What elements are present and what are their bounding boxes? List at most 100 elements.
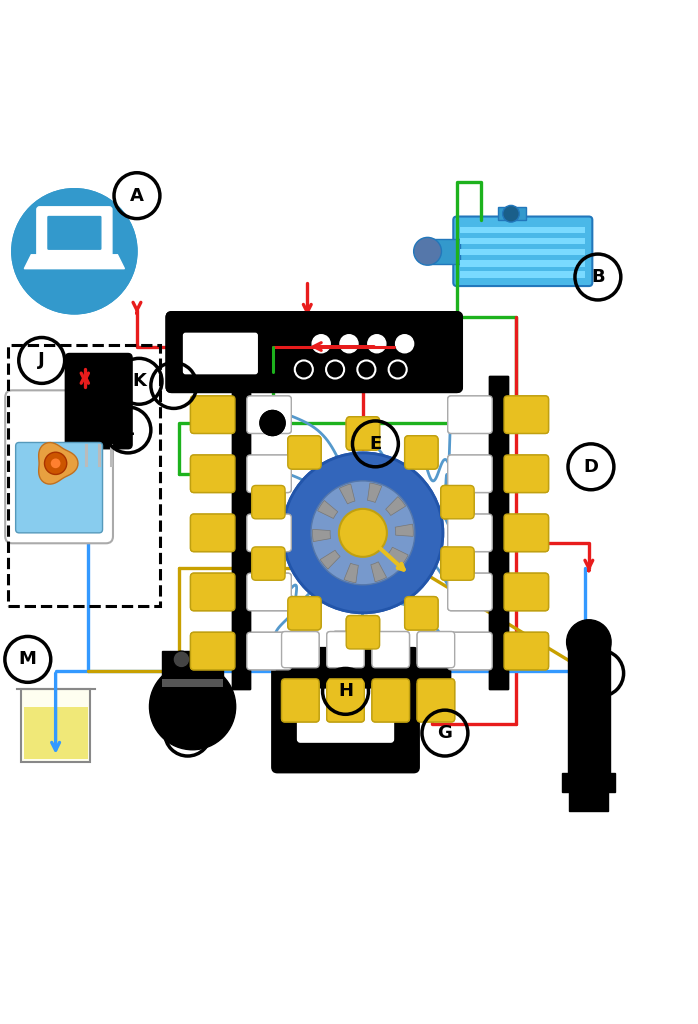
Polygon shape [24,255,124,268]
FancyBboxPatch shape [247,573,291,610]
FancyBboxPatch shape [281,632,319,668]
FancyBboxPatch shape [417,632,454,668]
FancyBboxPatch shape [504,396,549,433]
FancyBboxPatch shape [281,632,319,668]
Circle shape [260,411,285,435]
FancyBboxPatch shape [247,573,291,610]
Circle shape [12,188,137,314]
Wedge shape [320,550,340,569]
FancyBboxPatch shape [447,632,492,670]
Bar [232,377,251,689]
Wedge shape [367,483,382,503]
Wedge shape [371,562,387,582]
FancyBboxPatch shape [247,455,291,493]
Circle shape [414,238,441,265]
Wedge shape [367,483,382,503]
FancyBboxPatch shape [504,455,549,493]
FancyBboxPatch shape [440,485,474,519]
Circle shape [339,509,387,557]
Wedge shape [344,563,358,583]
Bar [21,689,90,762]
Bar [563,773,615,793]
FancyBboxPatch shape [184,334,258,374]
FancyBboxPatch shape [191,573,235,610]
FancyBboxPatch shape [504,573,549,610]
Text: H: H [338,682,353,700]
FancyBboxPatch shape [504,573,549,610]
FancyBboxPatch shape [440,547,474,581]
Bar [460,271,586,278]
Circle shape [396,335,414,353]
FancyBboxPatch shape [48,216,101,249]
FancyBboxPatch shape [37,207,112,258]
Text: J: J [38,351,45,370]
Circle shape [340,335,358,353]
Wedge shape [386,497,406,515]
FancyBboxPatch shape [281,679,319,722]
FancyBboxPatch shape [372,679,410,722]
Bar [428,239,460,264]
FancyBboxPatch shape [247,632,291,670]
FancyBboxPatch shape [191,514,235,552]
FancyBboxPatch shape [191,514,235,552]
FancyBboxPatch shape [447,632,492,670]
Circle shape [368,335,386,353]
Bar [460,239,586,245]
Circle shape [567,620,611,665]
FancyBboxPatch shape [247,396,291,433]
FancyBboxPatch shape [15,442,103,532]
Wedge shape [388,547,408,565]
FancyBboxPatch shape [440,547,474,581]
FancyBboxPatch shape [453,216,593,286]
FancyBboxPatch shape [191,396,235,433]
FancyBboxPatch shape [166,311,462,392]
Text: I: I [184,724,191,742]
FancyBboxPatch shape [288,436,321,469]
FancyBboxPatch shape [191,632,235,670]
FancyBboxPatch shape [252,485,285,519]
FancyBboxPatch shape [272,647,419,773]
Wedge shape [386,497,406,515]
Circle shape [149,664,236,750]
FancyBboxPatch shape [372,679,410,722]
Bar [460,249,586,255]
FancyBboxPatch shape [417,632,454,668]
Bar [498,208,526,220]
Circle shape [312,335,330,353]
FancyBboxPatch shape [405,436,438,469]
Wedge shape [313,529,331,542]
FancyBboxPatch shape [447,455,492,493]
Bar [570,788,609,811]
FancyBboxPatch shape [247,514,291,552]
FancyBboxPatch shape [447,514,492,552]
FancyBboxPatch shape [417,679,454,722]
Text: G: G [438,724,452,742]
FancyBboxPatch shape [405,436,438,469]
FancyBboxPatch shape [247,455,291,493]
Wedge shape [339,484,355,504]
Polygon shape [38,442,78,484]
Text: L: L [122,421,133,439]
FancyBboxPatch shape [327,679,364,722]
FancyBboxPatch shape [166,311,462,392]
Circle shape [311,481,415,585]
Circle shape [396,335,414,353]
Circle shape [339,509,387,557]
Wedge shape [395,524,413,537]
FancyBboxPatch shape [372,632,410,668]
FancyBboxPatch shape [288,597,321,630]
FancyBboxPatch shape [447,396,492,433]
FancyBboxPatch shape [281,679,319,722]
FancyBboxPatch shape [447,514,492,552]
Circle shape [368,335,386,353]
FancyBboxPatch shape [247,632,291,670]
Bar [24,707,87,760]
FancyBboxPatch shape [447,573,492,610]
FancyBboxPatch shape [440,485,474,519]
FancyBboxPatch shape [191,455,235,493]
Bar [162,679,223,687]
FancyBboxPatch shape [191,632,235,670]
FancyBboxPatch shape [504,632,549,670]
Bar [276,665,450,682]
Wedge shape [320,550,340,569]
